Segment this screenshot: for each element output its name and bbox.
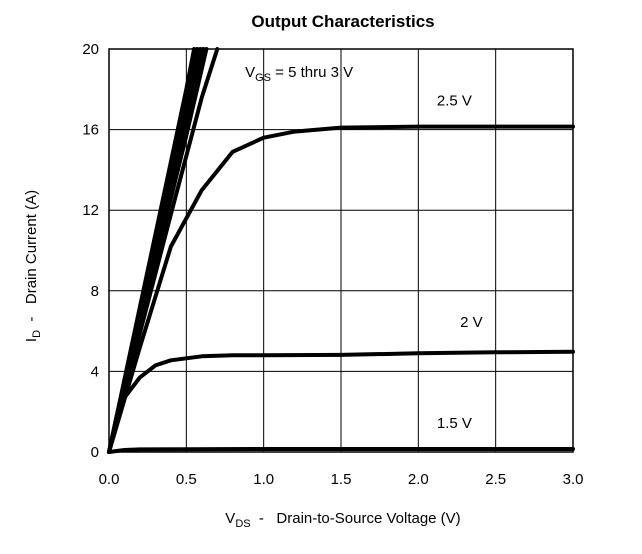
x-tick-labels: 0.0 0.5 1.0 1.5 2.0 2.5 3.0	[99, 471, 584, 488]
y-tick-label: 16	[82, 122, 99, 139]
annotation-main: V	[245, 64, 255, 81]
annotation-rest: = 5 thru 3 V	[271, 64, 353, 81]
y-axis-label-rest: - Drain Current (A)	[23, 190, 40, 330]
x-axis-label-sub: DS	[235, 518, 250, 530]
y-tick-label: 8	[91, 283, 99, 300]
x-axis-label-rest: - Drain-to-Source Voltage (V)	[251, 510, 461, 527]
x-tick-label: 1.0	[253, 471, 274, 488]
x-tick-label: 3.0	[563, 471, 584, 488]
y-tick-labels: 0 4 8 12 16 20	[82, 41, 99, 461]
y-axis-label-main: I	[23, 338, 40, 342]
x-tick-label: 2.0	[408, 471, 429, 488]
chart-title: Output Characteristics	[251, 12, 434, 31]
y-tick-label: 0	[91, 444, 99, 461]
x-axis-label-main: V	[225, 510, 235, 527]
annotation-label: VGS = 5 thru 3 V	[245, 64, 353, 84]
annotation-label: 2.5 V	[437, 92, 472, 109]
y-tick-label: 12	[82, 202, 99, 219]
y-axis-label: ID - Drain Current (A)	[23, 190, 43, 342]
series-line	[107, 349, 575, 454]
series-line	[107, 447, 575, 454]
series-line	[107, 124, 575, 454]
annotation-label: 1.5 V	[437, 415, 472, 432]
series-curves	[107, 47, 575, 454]
grid	[108, 48, 574, 453]
x-tick-label: 0.5	[176, 471, 197, 488]
y-tick-label: 4	[91, 363, 99, 380]
x-tick-label: 1.5	[331, 471, 352, 488]
annotation-label: 2 V	[460, 314, 483, 331]
x-axis-label: VDS - Drain-to-Source Voltage (V)	[225, 510, 460, 530]
plot-frame	[108, 48, 574, 453]
series-line	[107, 47, 220, 454]
x-tick-label: 2.5	[485, 471, 506, 488]
annotation-sub: GS	[255, 72, 271, 84]
x-tick-label: 0.0	[99, 471, 120, 488]
annotations: VGS = 5 thru 3 V 2.5 V 2 V 1.5 V	[245, 64, 483, 432]
y-tick-label: 20	[82, 41, 99, 58]
y-axis-label-sub: D	[31, 330, 43, 338]
